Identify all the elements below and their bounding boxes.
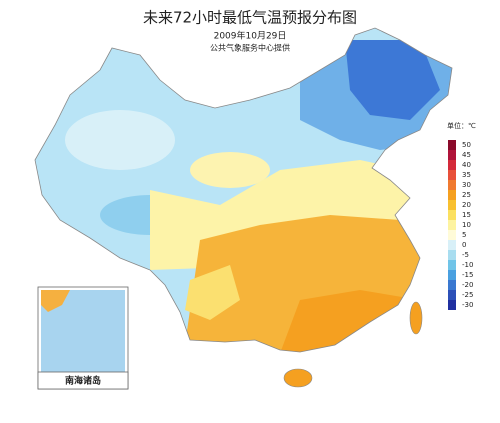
- legend-swatch: [448, 190, 456, 200]
- legend-label: 0: [462, 241, 466, 249]
- legend-label: 40: [462, 161, 471, 169]
- legend-swatch: [448, 270, 456, 280]
- legend-label: -20: [462, 281, 473, 289]
- legend-label: 50: [462, 141, 471, 149]
- border: [34, 27, 453, 353]
- legend-label: 30: [462, 181, 471, 189]
- legend-label: 10: [462, 221, 471, 229]
- legend-swatch: [448, 140, 456, 150]
- legend-label: -15: [462, 271, 473, 279]
- legend-label: 45: [462, 151, 471, 159]
- legend-swatch: [448, 220, 456, 230]
- legend-swatch: [448, 170, 456, 180]
- legend-label: -25: [462, 291, 473, 299]
- legend-label: -30: [462, 301, 473, 309]
- date: 2009年10月29日: [214, 30, 287, 42]
- legend-swatch: [448, 180, 456, 190]
- source: 公共气象服务中心提供: [210, 43, 290, 53]
- title: 未来72小时最低气温预报分布图: [143, 9, 357, 27]
- legend-swatch: [448, 260, 456, 270]
- legend-swatch: [448, 230, 456, 240]
- legend-label: -10: [462, 261, 473, 269]
- legend-label: -5: [462, 251, 469, 259]
- legend-swatch: [448, 250, 456, 260]
- legend-label: 5: [462, 231, 466, 239]
- legend-swatch: [448, 280, 456, 290]
- taiwan: [409, 301, 423, 335]
- legend-swatch: [448, 290, 456, 300]
- inset-label: 南海诸岛: [65, 375, 101, 387]
- legend-label: 15: [462, 211, 471, 219]
- legend-label: 20: [462, 201, 471, 209]
- legend-swatch: [448, 200, 456, 210]
- legend-swatch: [448, 210, 456, 220]
- legend-unit: 单位：℃: [447, 121, 476, 130]
- hainan: [283, 368, 313, 388]
- legend-label: 25: [462, 191, 471, 199]
- inset: 南海诸岛: [37, 286, 129, 390]
- legend-swatch: [448, 160, 456, 170]
- legend-swatch: [448, 240, 456, 250]
- legend-swatch: [448, 150, 456, 160]
- legend-label: 35: [462, 171, 471, 179]
- legend-swatch: [448, 300, 456, 310]
